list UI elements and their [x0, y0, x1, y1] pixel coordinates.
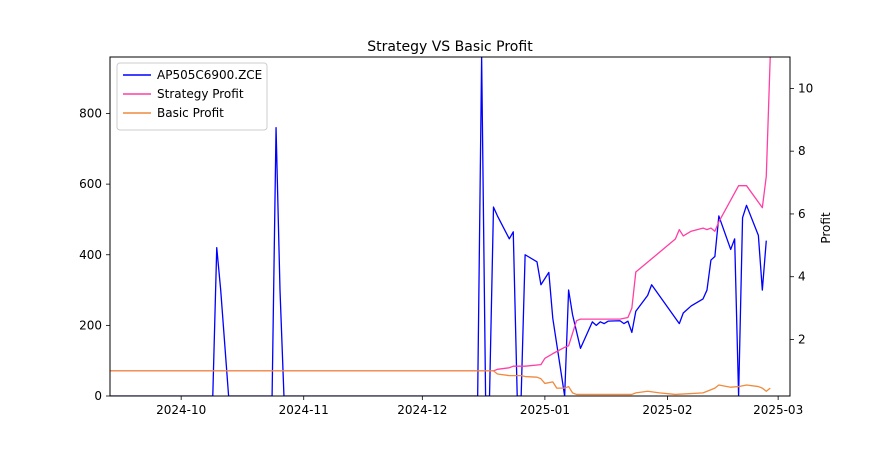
legend: AP505C6900.ZCE Strategy Profit Basic Profi…: [116, 62, 268, 131]
y-right-tick-label: 2: [798, 333, 806, 347]
y-left-tick-label: 200: [79, 318, 102, 332]
y-left-tick-label: 800: [79, 107, 102, 121]
x-tick-label: 2025-03: [753, 403, 803, 417]
x-tick-label: 2024-12: [397, 403, 447, 417]
y-left-tick-label: 600: [79, 177, 102, 191]
y-left-tick-label: 400: [79, 248, 102, 262]
y-right-tick-label: 8: [798, 144, 806, 158]
plot-area: [110, 57, 771, 396]
legend-box: [116, 62, 268, 131]
x-tick-label: 2025-02: [642, 403, 692, 417]
x-tick-label: 2025-01: [520, 403, 570, 417]
y-left-tick-label: 0: [94, 389, 102, 403]
series-line-1: [110, 57, 767, 396]
y-right-tick-label: 10: [798, 81, 813, 95]
axes: 2024-10 2024-11 2024-12 2025-01 2025-02 2025-…: [79, 56, 813, 417]
x-tick-label: 2024-10: [156, 403, 206, 417]
x-tick-label: 2024-11: [279, 403, 329, 417]
y-axis-right-label: Profit: [819, 212, 833, 244]
legend-label-1: AP505C6900.ZCE: [157, 68, 262, 82]
legend-label-2: Strategy Profit: [157, 87, 244, 101]
y-right-tick-label: 6: [798, 207, 806, 221]
series-lines: [110, 57, 771, 396]
series-line-2: [110, 57, 771, 372]
legend-label-3: Basic Profit: [157, 106, 224, 120]
axes-frame: [109, 56, 791, 397]
chart-title: Strategy VS Basic Profit: [367, 39, 533, 55]
series-line-3: [110, 370, 771, 396]
y-right-tick-label: 4: [798, 270, 806, 284]
